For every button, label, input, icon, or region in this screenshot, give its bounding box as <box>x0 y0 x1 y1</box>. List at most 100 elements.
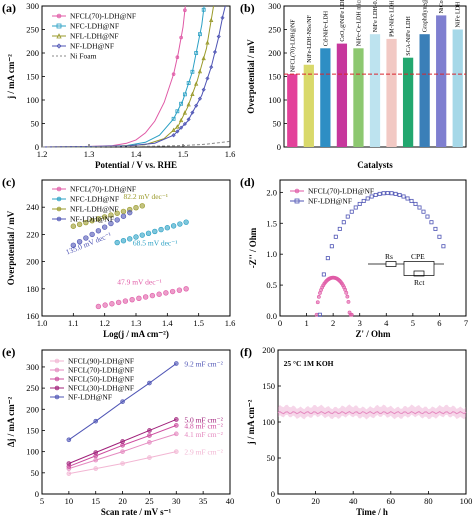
x-tick-label: 1.4 <box>162 318 173 328</box>
x-axis-title: Log(j / mA cm⁻²) <box>103 329 169 339</box>
data-point <box>120 238 127 244</box>
data-point <box>169 288 176 295</box>
x-tick-label: 7 <box>464 318 468 328</box>
x-tick-label: 5 <box>40 496 44 506</box>
stability-line <box>277 410 467 415</box>
data-point <box>133 204 139 211</box>
data-point <box>182 110 188 115</box>
data-point <box>179 101 184 106</box>
data-point <box>101 214 108 220</box>
y-tick-label: 0 <box>271 489 275 499</box>
capacitance-label: 5.0 mF cm⁻² <box>184 415 223 424</box>
data-point <box>205 40 210 45</box>
bar-label: NiFe LDH-0.20 M <box>373 0 379 32</box>
circuit-resistor <box>385 261 397 267</box>
data-point <box>212 49 218 55</box>
data-point <box>175 55 180 60</box>
data-point <box>317 312 322 317</box>
data-point <box>122 298 129 304</box>
data-point <box>175 124 180 129</box>
data-point <box>186 117 191 122</box>
y-tick-label: 250 <box>26 383 39 393</box>
y-tick-label: 300 <box>26 1 39 11</box>
data-point <box>365 196 370 201</box>
legend-label: NFL-LDH@NF <box>70 32 119 41</box>
legend-marker <box>54 385 60 391</box>
data-point <box>175 109 180 114</box>
data-point <box>417 205 422 210</box>
y-tick-label: 200 <box>262 345 275 355</box>
data-point <box>201 7 206 12</box>
legend-marker <box>56 33 62 39</box>
x-tick-label: 40 <box>226 496 235 506</box>
y-tick-label: 100 <box>26 447 39 457</box>
y-tick-label: 50 <box>31 119 40 129</box>
data-point <box>198 32 202 37</box>
data-point <box>393 191 398 196</box>
legend-marker <box>54 367 60 373</box>
x-tick-label: 1.2 <box>37 149 48 159</box>
capacitance-label: 4.8 mF cm⁻² <box>184 421 223 430</box>
data-point <box>120 461 125 466</box>
data-point <box>95 303 102 310</box>
legend-marker <box>56 206 62 212</box>
slope-annotation: 47.9 mV dec⁻¹ <box>117 278 162 287</box>
series-line <box>41 5 215 148</box>
data-point <box>337 226 342 231</box>
data-point <box>145 230 152 236</box>
data-point <box>205 76 210 81</box>
data-point <box>357 201 362 206</box>
data-point <box>321 272 326 277</box>
panel-f-label: (f) <box>240 345 252 359</box>
x-tick-label: 1.0 <box>37 318 48 328</box>
bar <box>287 74 298 147</box>
data-point <box>89 231 95 238</box>
data-point <box>179 125 184 130</box>
bar <box>452 29 463 147</box>
data-point <box>201 87 206 92</box>
data-point <box>93 450 99 455</box>
legend-label: NF-LDH@NF <box>70 42 114 51</box>
data-point <box>369 194 374 199</box>
y-tick-label: 0 <box>35 142 39 152</box>
x-axis-title: Catalysts <box>357 160 393 170</box>
series-line <box>41 140 231 148</box>
data-point <box>147 433 152 438</box>
data-point <box>183 219 189 225</box>
data-point <box>186 102 191 107</box>
y-tick-label: 0.0 <box>266 311 277 321</box>
bar <box>386 38 397 147</box>
x-tick-label: 35 <box>199 496 208 506</box>
panel-d: (d) 0 1 2 3 4 5 6 7 0.0 0.5 1.0 1.5 2.0 Z' / Ohm -Z'' … <box>240 175 468 339</box>
data-point <box>441 244 446 249</box>
panel-d-label: (d) <box>240 175 255 189</box>
data-point <box>136 295 142 302</box>
data-point <box>152 228 158 235</box>
data-point <box>149 292 156 299</box>
series-line <box>41 5 205 148</box>
bar-label: CeO₂@NiFe LDH <box>340 0 346 42</box>
y-tick-label: 0 <box>35 489 39 499</box>
legend-label: NF-LDH@NF <box>70 215 114 224</box>
data-point <box>341 220 346 225</box>
x-tick-label: 15 <box>91 496 100 506</box>
legend-label: NFCL(90)-LDH@NF <box>68 357 134 366</box>
data-point <box>147 428 152 433</box>
data-point <box>361 198 366 203</box>
y-tick-label: 1.5 <box>266 218 277 228</box>
x-tick-label: 1.5 <box>178 149 189 159</box>
data-point <box>171 72 176 76</box>
data-point <box>89 217 95 224</box>
data-point <box>315 300 320 305</box>
x-tick-label: 20 <box>118 496 127 506</box>
data-point <box>120 449 125 454</box>
bar <box>436 15 447 148</box>
legend-label: NF-LDH@NF <box>68 393 112 402</box>
y-tick-label: 0.5 <box>266 280 277 290</box>
legend-label: NFCL(50)-LDH@NF <box>68 375 134 384</box>
y-tick-label: 150 <box>26 72 39 82</box>
data-point <box>183 286 189 292</box>
data-point <box>329 244 334 249</box>
data-point <box>115 299 122 306</box>
